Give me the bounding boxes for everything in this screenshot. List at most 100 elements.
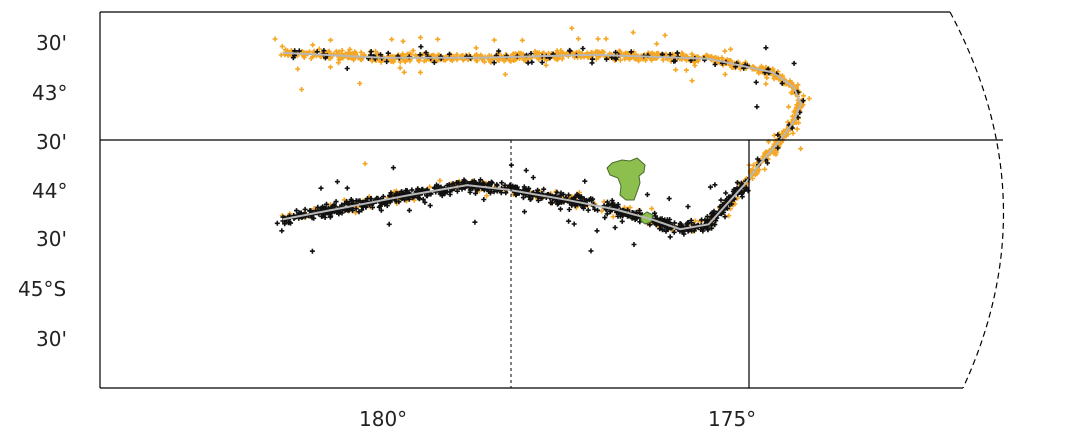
black-point [713, 218, 719, 224]
y-label-1: 43° [32, 81, 67, 105]
orange-point [790, 130, 796, 136]
orange-point [408, 51, 414, 57]
black-point [481, 181, 487, 187]
black-point [573, 194, 578, 200]
black-point [288, 220, 294, 226]
black-point [541, 186, 547, 192]
black-point [406, 207, 412, 213]
orange-point [532, 48, 538, 54]
orange-point [558, 48, 564, 53]
black-point [296, 48, 302, 54]
orange-point [546, 50, 551, 56]
black-point [427, 203, 433, 209]
black-point [558, 206, 563, 212]
south-track-line [282, 184, 745, 231]
black-point [657, 226, 663, 232]
black-point [604, 199, 610, 205]
orange-point [603, 36, 609, 42]
black-point [282, 221, 288, 227]
black-point [478, 177, 483, 183]
black-point [331, 202, 337, 208]
black-point [566, 192, 572, 198]
orange-point [719, 55, 725, 61]
black-point [456, 180, 462, 186]
black-point [378, 52, 383, 58]
orange-point [410, 48, 416, 54]
orange-point [595, 49, 601, 55]
black-point [672, 220, 677, 226]
black-point [315, 204, 321, 210]
north-track-line [282, 51, 802, 186]
orange-point [709, 54, 715, 59]
orange-point [278, 52, 284, 58]
black-point [666, 196, 672, 202]
orange-point [762, 166, 768, 172]
black-point [705, 226, 711, 232]
black-point [671, 229, 677, 235]
black-point [499, 180, 505, 186]
black-point [386, 221, 392, 227]
black-point [521, 184, 527, 190]
black-point [732, 187, 738, 192]
black-point [602, 215, 608, 221]
black-point [491, 60, 497, 66]
orange-point [310, 42, 316, 48]
black-point [356, 209, 362, 215]
black-point [467, 189, 473, 195]
orange-point [519, 37, 525, 43]
orange-point [795, 82, 801, 88]
orange-point [418, 35, 423, 40]
orange-point [543, 62, 549, 68]
black-point [604, 56, 609, 62]
orange-point [484, 193, 490, 199]
black-point [439, 193, 445, 199]
black-point [344, 185, 350, 191]
orange-point [336, 49, 342, 55]
black-point [390, 165, 396, 171]
orange-point [726, 213, 732, 219]
orange-point [542, 56, 548, 62]
y-label-5: 45°S [18, 277, 66, 301]
y-label-6: 30' [36, 327, 67, 351]
black-point [726, 194, 732, 200]
black-point [384, 203, 390, 209]
orange-point [722, 71, 728, 77]
black-point [302, 206, 308, 212]
black-point [739, 191, 745, 197]
orange-point [796, 120, 801, 126]
orange-point [595, 36, 601, 42]
black-point [677, 222, 683, 228]
black-point [339, 202, 345, 208]
track-lines [282, 51, 802, 231]
black-point [589, 60, 595, 66]
black-point [307, 208, 313, 214]
black-point [617, 211, 623, 217]
black-point [327, 214, 333, 220]
black-point [494, 182, 500, 188]
orange-point [785, 119, 791, 125]
black-point [619, 218, 625, 224]
orange-point [781, 128, 786, 134]
black-point [712, 62, 718, 67]
orange-point [763, 81, 769, 87]
orange-point [328, 37, 334, 43]
orange-point [773, 151, 779, 157]
black-point [528, 51, 534, 56]
orange-point [417, 69, 423, 75]
black-point [431, 59, 437, 65]
orange-point [435, 58, 441, 64]
black-point [486, 180, 492, 186]
black-point [503, 190, 509, 196]
black-point [314, 49, 320, 55]
orange-point [454, 52, 460, 58]
black-point [587, 197, 592, 203]
orange-point [482, 59, 487, 65]
black-point [727, 202, 733, 208]
black-point [664, 217, 670, 223]
orange-point [400, 38, 406, 44]
orange-point [362, 161, 368, 167]
y-label-0: 30' [36, 31, 67, 55]
orange-point [559, 56, 565, 62]
orange-point [473, 45, 479, 51]
black-point [529, 59, 535, 65]
